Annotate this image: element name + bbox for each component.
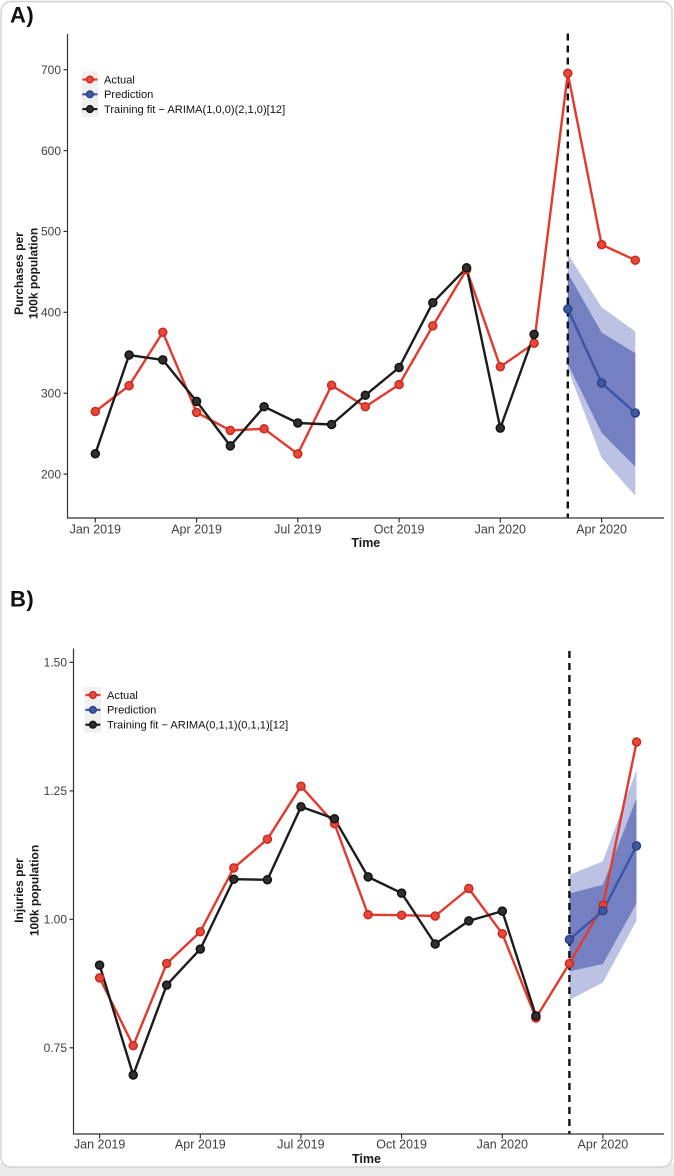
svg-text:300: 300 [41,386,61,400]
svg-text:Injuries per: Injuries per [12,858,26,923]
svg-text:Prediction: Prediction [107,705,156,717]
svg-text:200: 200 [41,467,61,481]
svg-text:Jan 2020: Jan 2020 [477,1138,528,1152]
svg-text:Training fit − ARIMA(1,0,0)(2,: Training fit − ARIMA(1,0,0)(2,1,0)[12] [104,104,285,116]
svg-text:B): B) [10,587,34,612]
svg-text:Jul 2019: Jul 2019 [274,523,321,537]
svg-text:400: 400 [41,306,61,320]
svg-text:Apr 2019: Apr 2019 [171,523,222,537]
svg-text:Actual: Actual [104,74,135,86]
svg-text:Prediction: Prediction [104,89,153,101]
svg-text:Oct 2019: Oct 2019 [374,523,425,537]
svg-text:1.00: 1.00 [44,913,68,927]
svg-text:Jan 2019: Jan 2019 [70,523,121,537]
svg-text:Purchases per: Purchases per [12,232,26,315]
svg-text:Jan 2020: Jan 2020 [475,523,526,537]
svg-text:Time: Time [351,536,380,550]
svg-text:0.75: 0.75 [44,1041,68,1055]
svg-text:A): A) [10,3,34,28]
svg-text:Jan 2019: Jan 2019 [74,1138,125,1152]
svg-text:Actual: Actual [107,690,138,702]
svg-text:Training fit − ARIMA(0,1,1)(0,: Training fit − ARIMA(0,1,1)(0,1,1)[12] [107,720,288,732]
svg-text:500: 500 [41,225,61,239]
svg-text:Time: Time [352,1152,381,1166]
svg-text:700: 700 [41,63,61,77]
svg-text:100k population: 100k population [26,228,40,319]
svg-text:1.50: 1.50 [44,656,68,670]
svg-text:600: 600 [41,144,61,158]
svg-text:Apr 2020: Apr 2020 [576,523,627,537]
svg-text:100k population: 100k population [28,845,42,936]
svg-text:Apr 2019: Apr 2019 [175,1138,226,1152]
svg-text:Apr 2020: Apr 2020 [578,1138,629,1152]
svg-text:Jul 2019: Jul 2019 [277,1138,324,1152]
svg-text:Oct 2019: Oct 2019 [376,1138,427,1152]
svg-text:1.25: 1.25 [44,784,68,798]
